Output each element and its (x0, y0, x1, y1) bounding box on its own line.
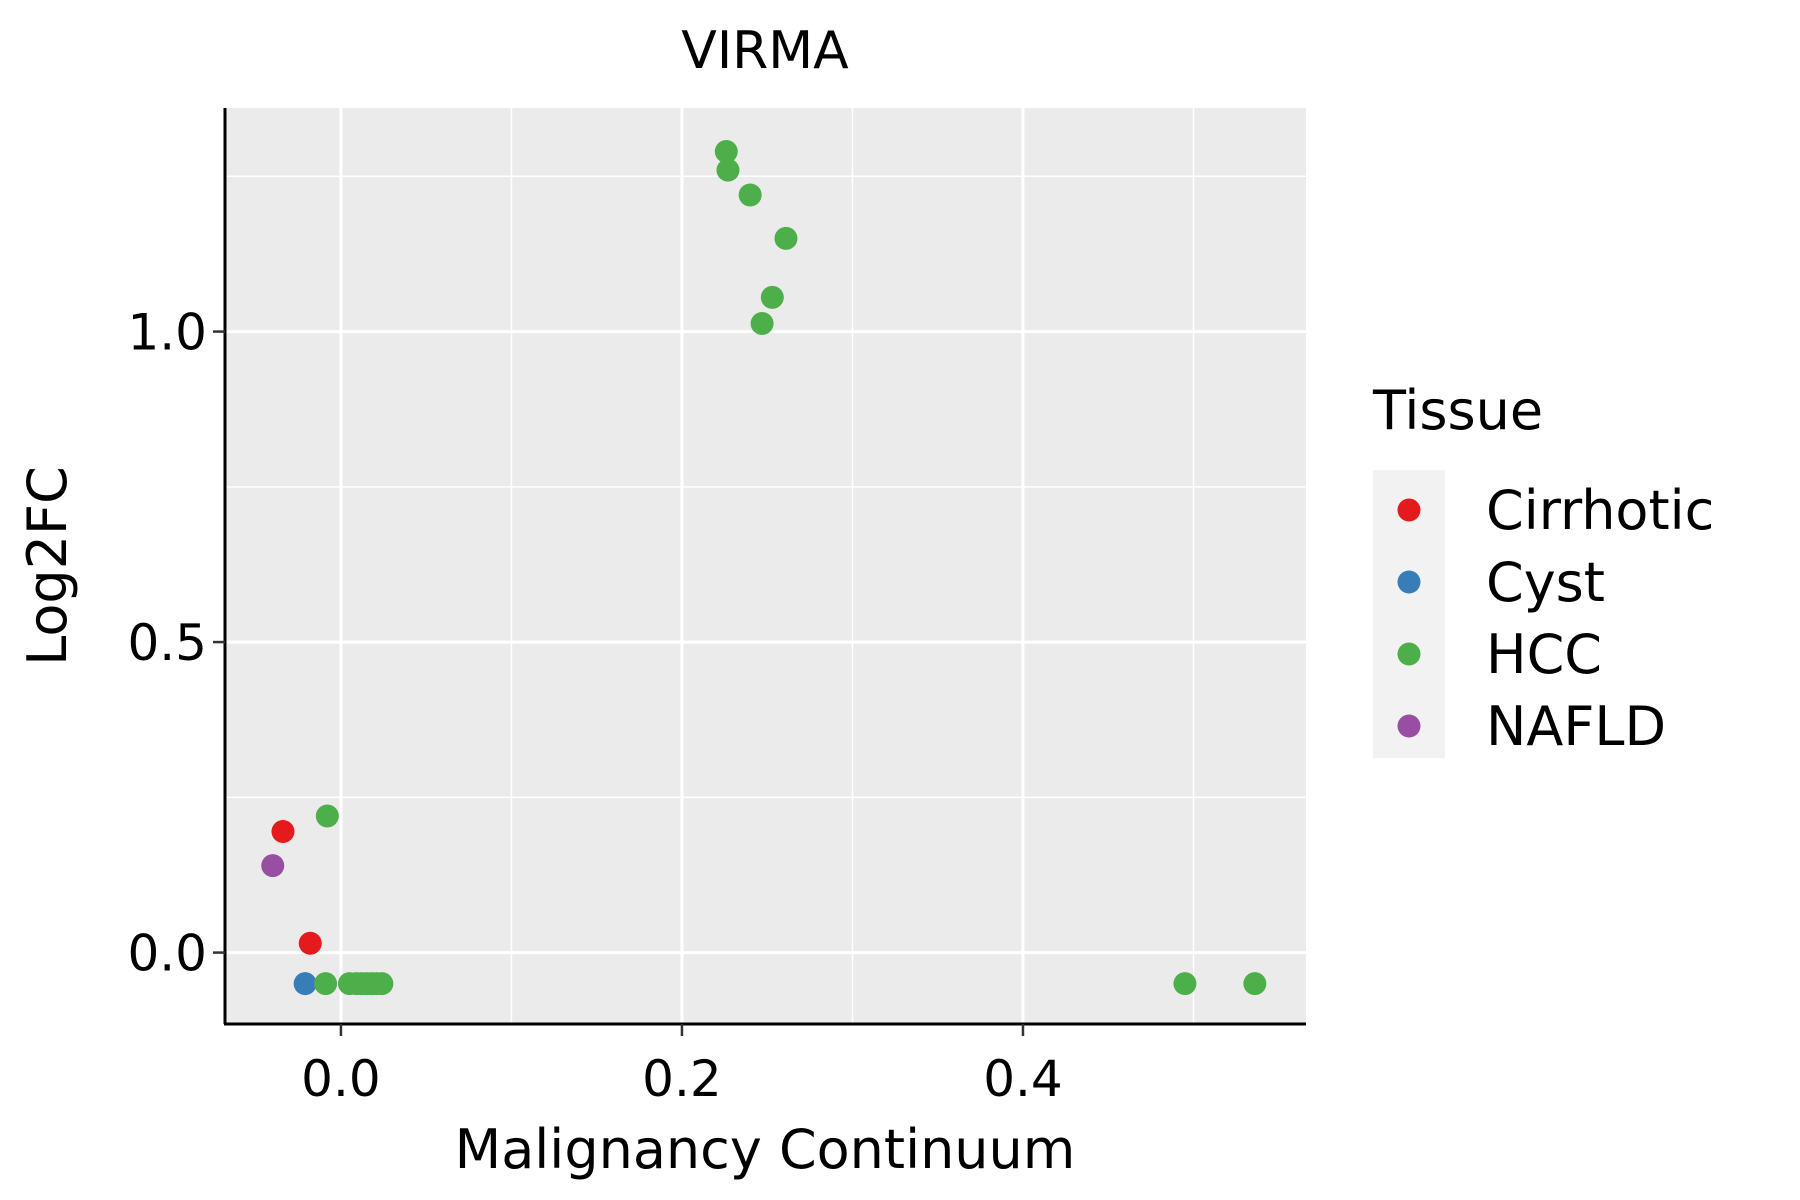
y-axis-ticks: 0.0 0.5 1.0 (127, 304, 225, 983)
chart-title: VIRMA (681, 21, 849, 81)
grid-lines (225, 108, 1306, 1024)
data-point-nafld (261, 854, 285, 878)
x-axis-label: Malignancy Continuum (455, 1118, 1076, 1181)
x-tick-label: 0.4 (983, 1050, 1063, 1108)
data-point-hcc (314, 972, 338, 996)
legend-label-hcc: HCC (1486, 623, 1602, 686)
legend-key-cirrhotic (1397, 498, 1421, 522)
data-point-cirrhotic (271, 819, 295, 843)
data-point-hcc (370, 972, 394, 996)
legend-label-cyst: Cyst (1486, 551, 1605, 614)
legend-key-cyst (1397, 570, 1421, 594)
legend-title: Tissue (1372, 379, 1543, 442)
data-point-hcc (716, 158, 740, 182)
y-tick-label: 0.0 (127, 925, 207, 983)
y-tick-label: 0.5 (127, 614, 207, 672)
y-axis-label: Log2FC (16, 466, 79, 666)
data-point-hcc (1173, 972, 1197, 996)
x-axis-ticks: 0.0 0.2 0.4 (301, 1024, 1063, 1108)
legend-key-nafld (1397, 714, 1421, 738)
plot-panel (225, 108, 1306, 1024)
x-tick-label: 0.0 (301, 1050, 381, 1108)
data-points (261, 139, 1267, 996)
data-point-cyst (293, 972, 317, 996)
data-point-hcc (774, 226, 798, 250)
legend-key-hcc (1397, 642, 1421, 666)
legend-label-nafld: NAFLD (1486, 695, 1666, 758)
data-point-hcc (714, 139, 738, 163)
data-point-hcc (1243, 972, 1267, 996)
data-point-hcc (315, 804, 339, 828)
x-tick-label: 0.2 (642, 1050, 722, 1108)
legend-label-cirrhotic: Cirrhotic (1486, 479, 1714, 542)
legend: Tissue Cirrhotic Cyst HCC NAFLD (1372, 379, 1714, 758)
data-point-hcc (750, 311, 774, 335)
data-point-hcc (760, 285, 784, 309)
y-tick-label: 1.0 (127, 304, 207, 362)
data-point-hcc (738, 183, 762, 207)
data-point-cirrhotic (298, 931, 322, 955)
